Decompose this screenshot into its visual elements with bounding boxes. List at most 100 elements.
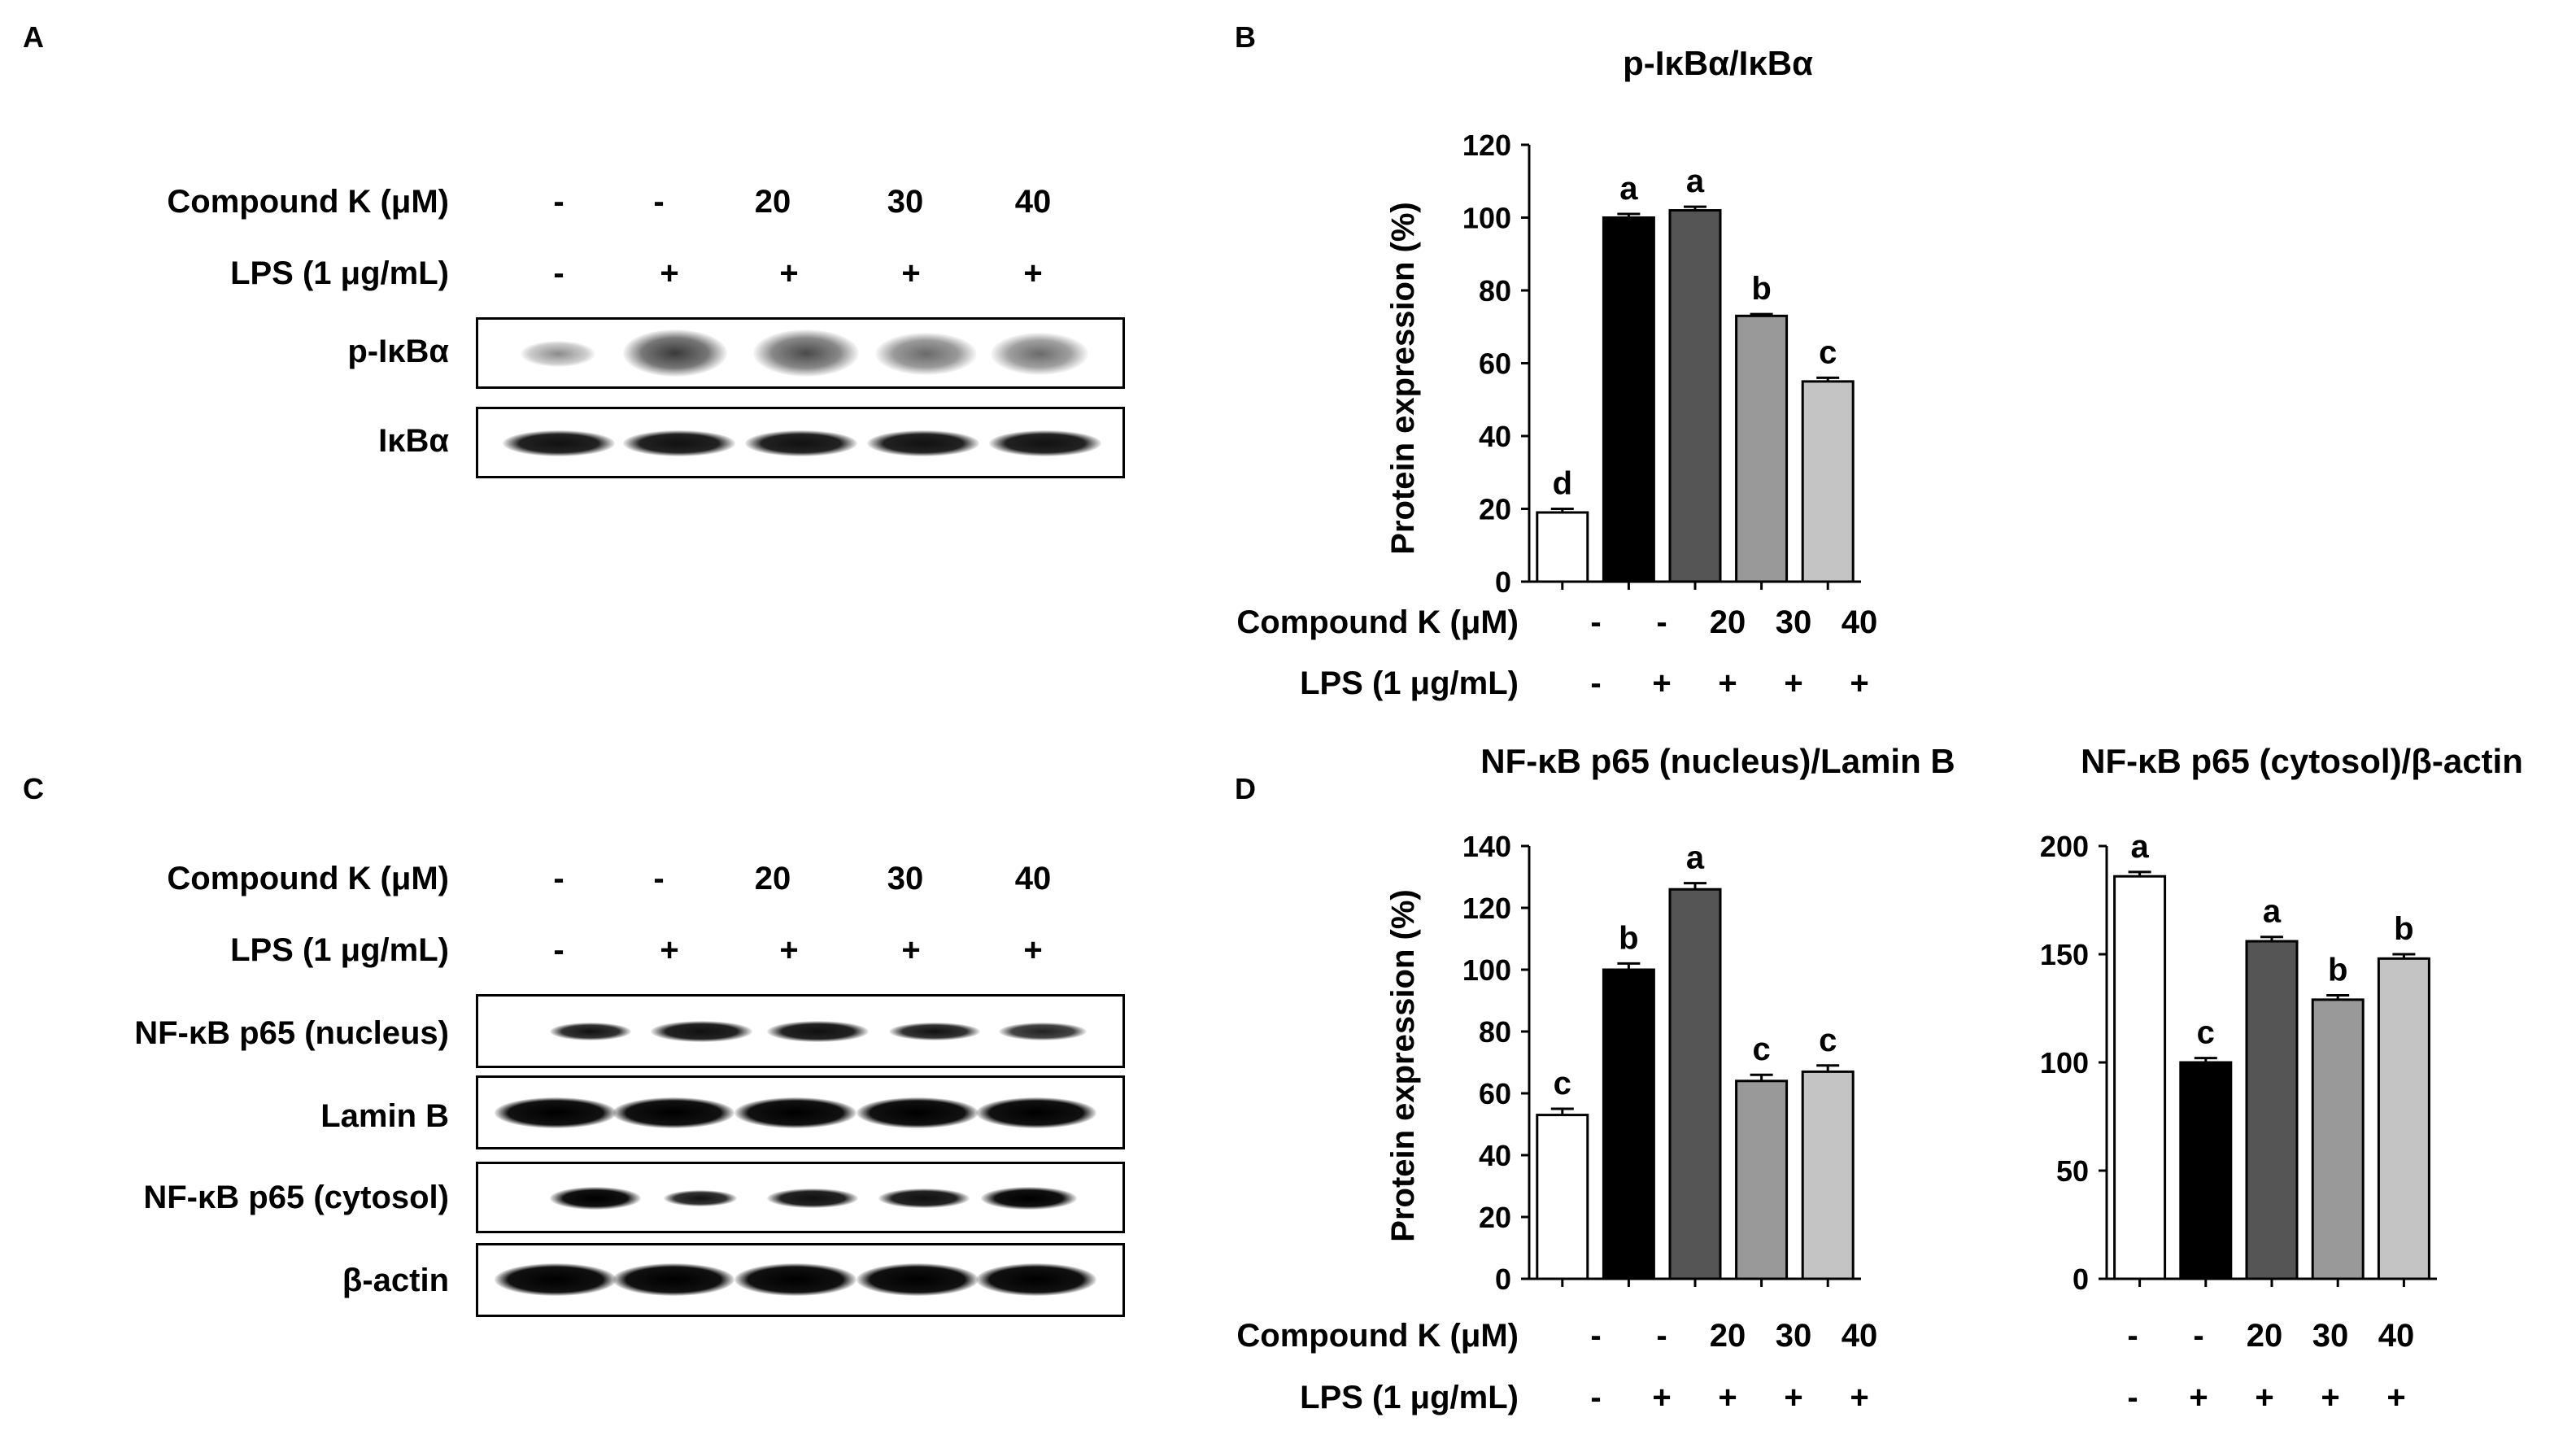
- bar: [1602, 968, 1655, 1280]
- y-tick-label: 80: [1479, 274, 1511, 308]
- lane-compound-k: 30: [887, 184, 924, 220]
- blot-p65-nucleus: [476, 994, 1125, 1068]
- bar: [1602, 216, 1655, 583]
- bar: [2179, 1061, 2233, 1280]
- lane-lps: +: [2386, 1380, 2406, 1415]
- chart-d-cytosol: NF-κB p65 (cytosol)/β-actin 0 50 100 150 200…: [2040, 742, 2523, 1296]
- y-tick-label: 120: [1462, 892, 1511, 925]
- lane-compound-k: 30: [2312, 1318, 2349, 1354]
- panel-letter-c: C: [23, 772, 44, 805]
- lps-row-label: LPS (1 μg/mL): [230, 932, 449, 968]
- lane-compound-k: 20: [1709, 604, 1746, 640]
- chart-d-nucleus: NF-κB p65 (nucleus)/Lamin B Protein expr…: [1385, 742, 1955, 1296]
- blot-lamin-b: [476, 1075, 1125, 1149]
- lane-lps: -: [1590, 1380, 1602, 1415]
- y-tick-label: 100: [1462, 953, 1511, 987]
- lane-lps: +: [1850, 665, 1869, 701]
- significance-letter: c: [2197, 1015, 2215, 1051]
- blot-label-p65-cytosol: NF-κB p65 (cytosol): [143, 1180, 449, 1215]
- significance-letter: a: [1686, 164, 1705, 199]
- compound-k-row-label: Compound K (μM): [167, 861, 449, 896]
- lane-lps: -: [553, 932, 564, 968]
- panel-letter-a: A: [23, 20, 44, 54]
- lane-lps: +: [1718, 665, 1737, 701]
- lane-compound-k: 40: [1014, 861, 1052, 896]
- significance-letter: b: [2394, 911, 2413, 947]
- lane-compound-k: -: [2127, 1318, 2138, 1354]
- lane-lps: +: [779, 932, 799, 968]
- y-tick-label: 0: [1495, 565, 1511, 599]
- blot-p65-cytosol: [476, 1162, 1125, 1233]
- lane-lps: +: [2189, 1380, 2208, 1415]
- panel-letter-d: D: [1235, 772, 1256, 805]
- y-tick-label: 60: [1479, 347, 1511, 381]
- lane-compound-k: 40: [1841, 604, 1878, 640]
- lane-lps: -: [2127, 1380, 2138, 1415]
- chart-title: NF-κB p65 (cytosol)/β-actin: [2081, 742, 2523, 780]
- lane-lps: +: [1718, 1380, 1737, 1415]
- significance-letter: b: [2328, 953, 2347, 988]
- lps-row-label: LPS (1 μg/mL): [230, 255, 449, 291]
- y-tick-label: 140: [1462, 830, 1511, 863]
- y-tick-label: 100: [2040, 1046, 2089, 1080]
- y-tick-label: 200: [2040, 830, 2089, 863]
- lane-compound-k: -: [1590, 1318, 1602, 1354]
- blot-label-p-ikba: p-IκBα: [347, 334, 449, 369]
- y-tick-label: 0: [1495, 1263, 1511, 1296]
- compound-k-row-label: Compound K (μM): [1236, 604, 1519, 640]
- bar: [1735, 1080, 1789, 1280]
- bar: [1801, 1070, 1855, 1280]
- lane-lps: +: [2321, 1380, 2340, 1415]
- y-tick-label: 20: [1479, 1201, 1511, 1234]
- significance-letter: a: [1619, 171, 1638, 207]
- y-tick-label: 60: [1479, 1077, 1511, 1110]
- y-tick-label: 150: [2040, 938, 2089, 971]
- blot-label-lamin-b: Lamin B: [320, 1098, 449, 1134]
- y-axis-label: Protein expression (%): [1385, 889, 1421, 1241]
- y-tick-label: 100: [1462, 202, 1511, 235]
- lane-compound-k: -: [653, 184, 665, 220]
- lane-lps: +: [1023, 932, 1043, 968]
- y-axis-label: Protein expression (%): [1385, 202, 1421, 554]
- lane-compound-k: -: [1590, 604, 1602, 640]
- lane-compound-k: -: [2193, 1318, 2204, 1354]
- y-tick-label: 40: [1479, 420, 1511, 453]
- significance-letter: a: [2130, 829, 2149, 865]
- blot-label-ikba: IκBα: [378, 423, 449, 459]
- bar: [2113, 875, 2167, 1280]
- lane-lps: +: [1023, 255, 1043, 291]
- lane-compound-k: -: [553, 184, 564, 220]
- chart-title: NF-κB p65 (nucleus)/Lamin B: [1480, 742, 1955, 780]
- y-tick-label: 40: [1479, 1139, 1511, 1172]
- significance-letter: c: [1554, 1066, 1571, 1101]
- lane-compound-k: 20: [2246, 1318, 2283, 1354]
- lane-compound-k: 30: [1775, 604, 1812, 640]
- lane-lps: +: [660, 932, 679, 968]
- lane-lps: +: [1784, 665, 1803, 701]
- lane-compound-k: -: [553, 861, 564, 896]
- significance-letter: c: [1819, 1023, 1837, 1058]
- significance-letter: b: [1751, 271, 1771, 307]
- bar: [2311, 998, 2365, 1280]
- y-tick-label: 0: [2073, 1263, 2089, 1296]
- lane-lps: +: [660, 255, 679, 291]
- bar: [1801, 380, 1855, 583]
- lane-compound-k: -: [653, 861, 665, 896]
- lane-lps: +: [779, 255, 799, 291]
- significance-letter: c: [1752, 1032, 1770, 1067]
- bar: [1668, 209, 1722, 583]
- lps-row-label: LPS (1 μg/mL): [1300, 665, 1519, 701]
- bar: [1735, 314, 1789, 583]
- lane-compound-k: 30: [887, 861, 924, 896]
- bar: [2377, 957, 2430, 1280]
- blot-label-p65-nucleus: NF-κB p65 (nucleus): [134, 1015, 449, 1051]
- lane-compound-k: 20: [754, 184, 791, 220]
- lane-compound-k: -: [1656, 1318, 1667, 1354]
- bar: [2245, 940, 2299, 1280]
- bar: [1668, 888, 1722, 1280]
- lane-compound-k: 40: [1014, 184, 1052, 220]
- lane-lps: +: [2255, 1380, 2274, 1415]
- chart-title: p-IκBα/IκBα: [1623, 44, 1813, 82]
- lane-compound-k: 40: [2378, 1318, 2415, 1354]
- lane-compound-k: 40: [1841, 1318, 1878, 1354]
